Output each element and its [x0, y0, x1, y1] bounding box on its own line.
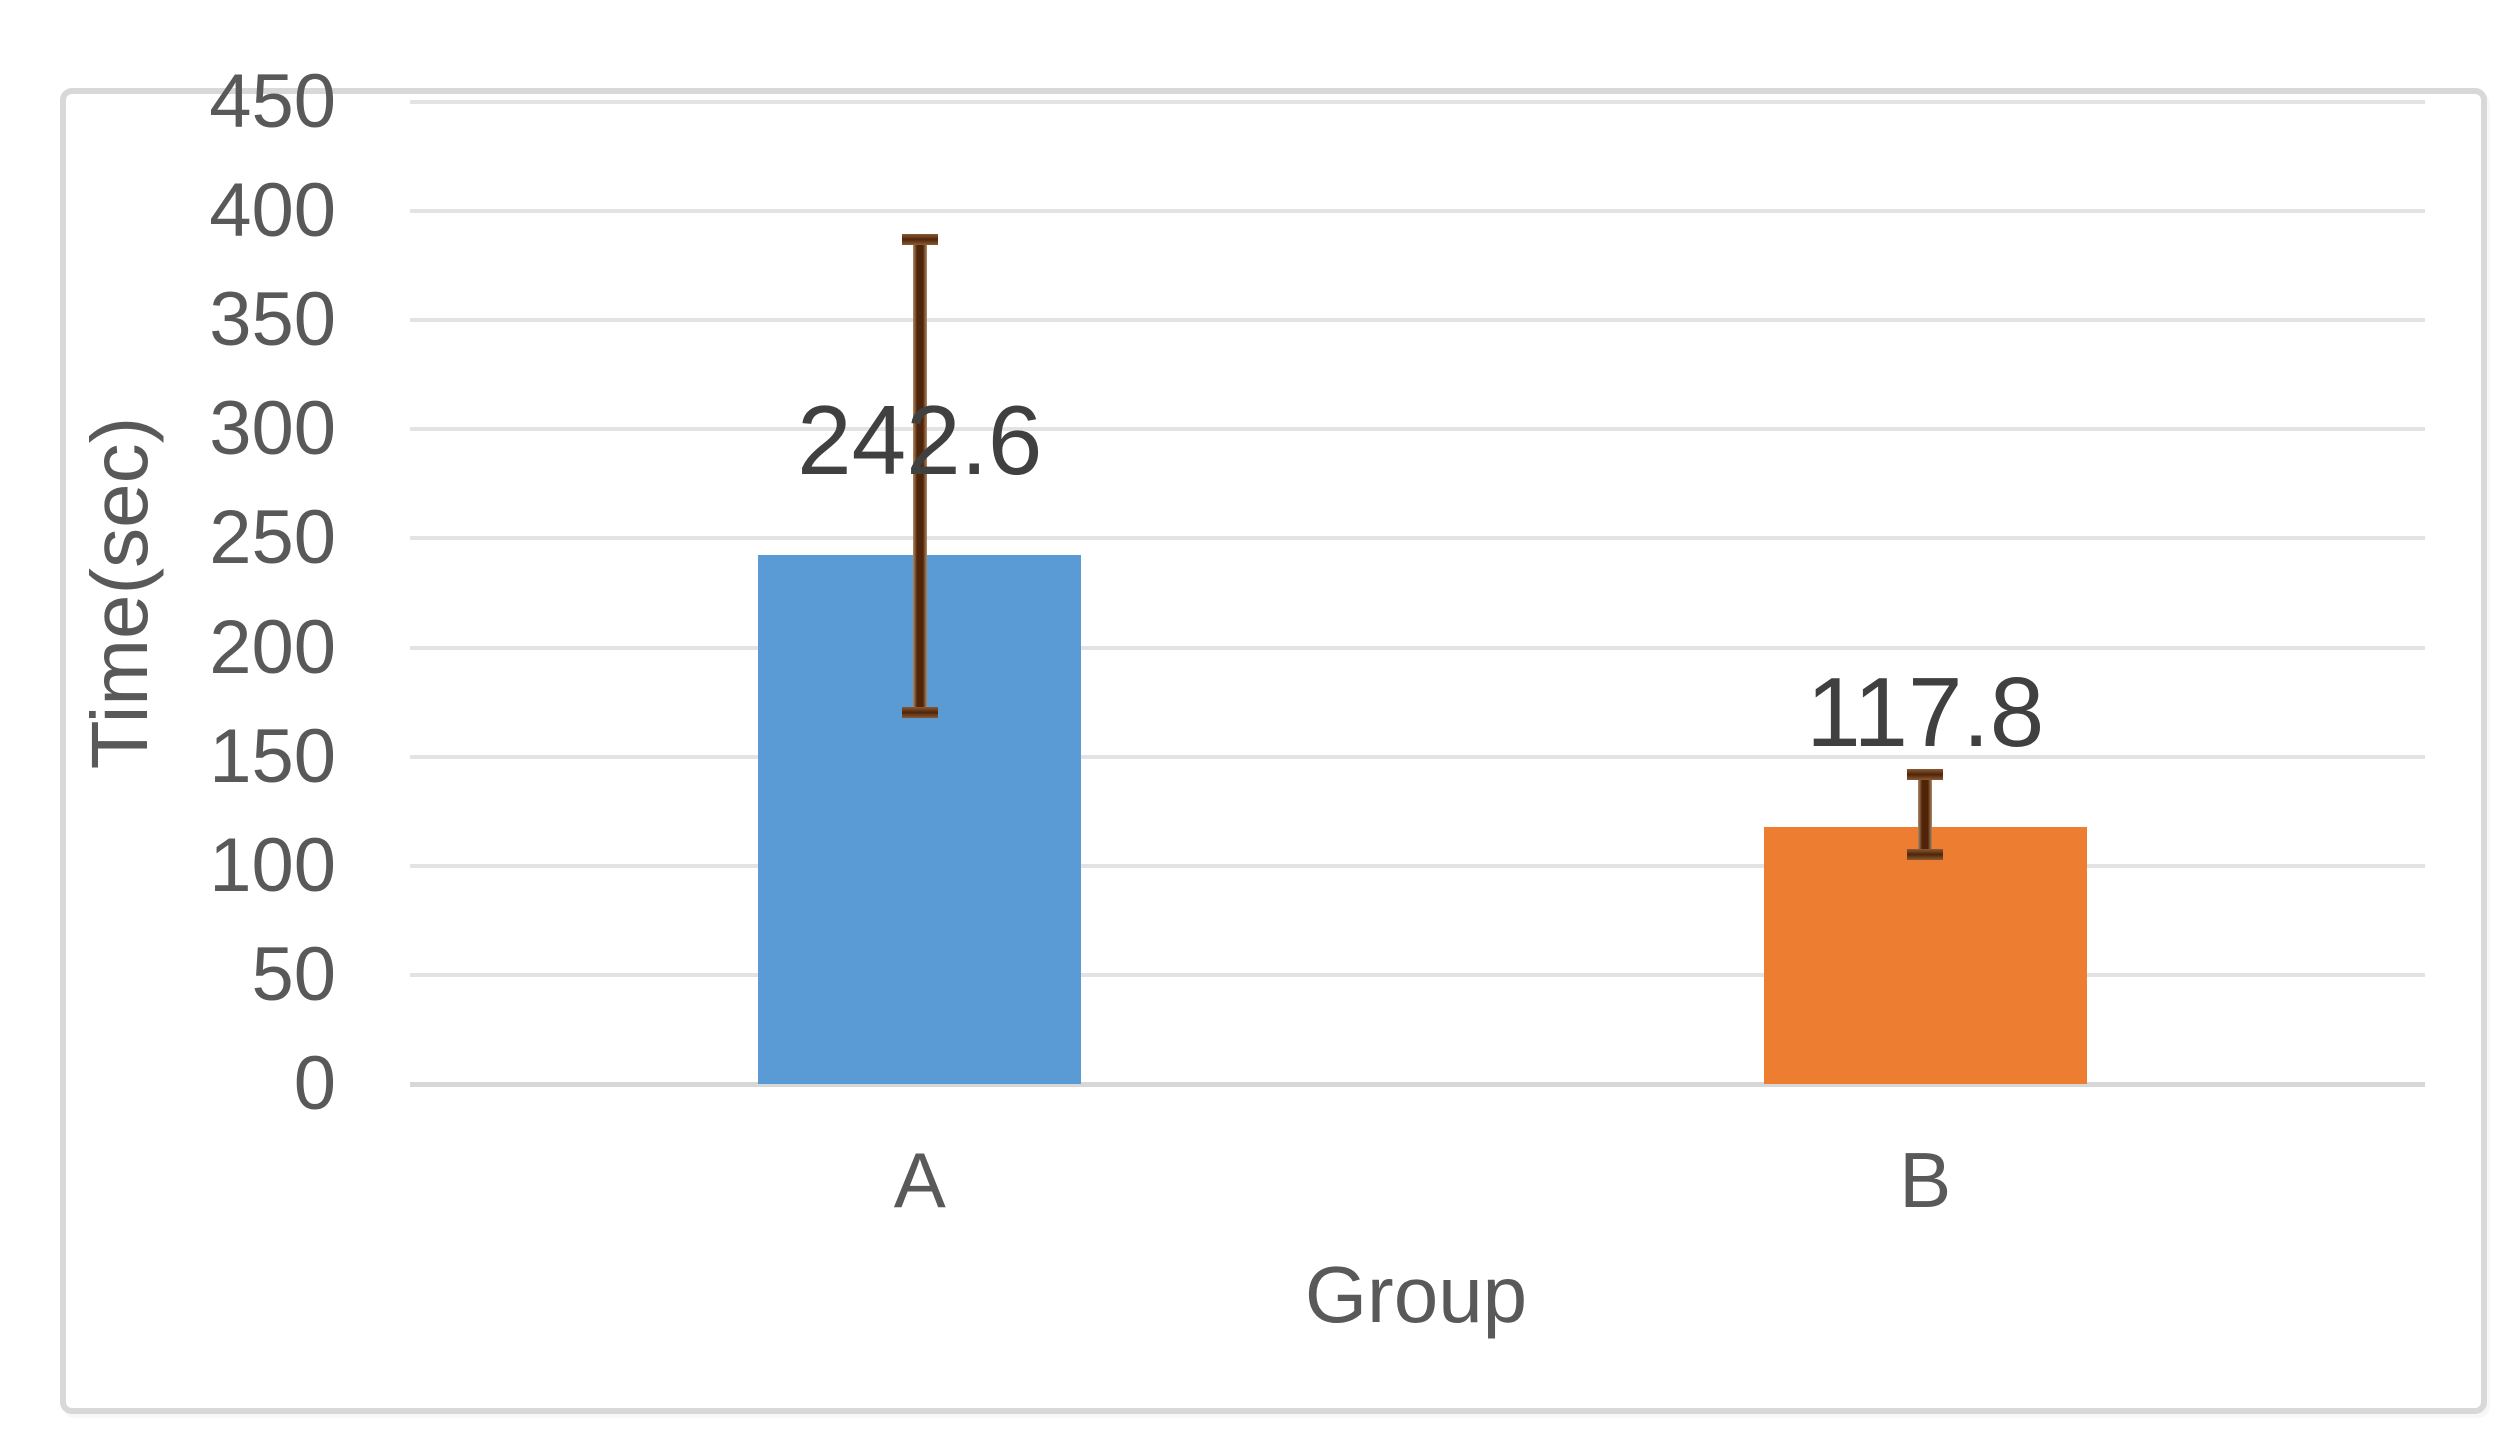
- error-bar-A: [912, 239, 927, 713]
- y-tick-label-400: 400: [209, 168, 336, 254]
- y-tick-label-0: 0: [293, 1041, 336, 1126]
- gridline-50: [410, 972, 2425, 977]
- data-label-A: 242.6: [797, 384, 1043, 495]
- category-label-B: B: [1899, 1136, 1952, 1224]
- error-bar-cap-top-B: [1907, 769, 1944, 781]
- y-tick-label-100: 100: [209, 822, 336, 908]
- bar-B: [1763, 826, 2087, 1084]
- gridline-200: [410, 645, 2425, 650]
- gridline-300: [410, 427, 2425, 432]
- gridline-400: [410, 209, 2425, 214]
- error-bar-cap-bottom-A: [901, 707, 938, 719]
- gridline-350: [410, 318, 2425, 323]
- error-bar-cap-bottom-B: [1907, 848, 1944, 860]
- y-tick-label-250: 250: [209, 495, 336, 581]
- error-bar-B: [1918, 774, 1933, 855]
- x-axis-title: Group: [1304, 1250, 1528, 1339]
- chart-frame: Time(sec) Group 0 50 100 150 200 250 300 350 400…: [60, 62, 2487, 1414]
- data-label-B: 117.8: [1806, 656, 2045, 767]
- y-tick-label-150: 150: [209, 713, 336, 799]
- y-tick-label-300: 300: [209, 386, 336, 472]
- category-label-A: A: [893, 1136, 946, 1224]
- error-bar-cap-top-A: [901, 234, 938, 246]
- y-tick-label-200: 200: [209, 604, 336, 690]
- gridline-150: [410, 754, 2425, 759]
- x-axis-line: [410, 1082, 2425, 1087]
- plot-area: Time(sec) Group 0 50 100 150 200 250 300 350 400…: [75, 62, 2425, 1339]
- gridline-250: [410, 536, 2425, 541]
- gridline-100: [410, 863, 2425, 868]
- gridline-450: [410, 100, 2425, 104]
- y-tick-label-450: 450: [209, 59, 336, 144]
- y-tick-label-50: 50: [251, 931, 336, 1017]
- y-tick-label-350: 350: [209, 277, 336, 363]
